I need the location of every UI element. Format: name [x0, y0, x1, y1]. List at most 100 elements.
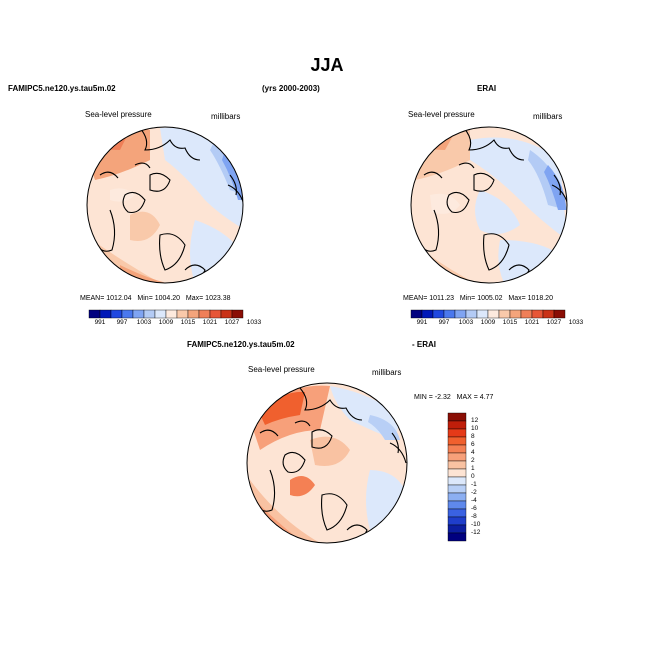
obs-colorbar-cell	[465, 309, 478, 319]
model-max-label: Max=	[185, 295, 204, 302]
obs-colorbar-label: 991	[416, 319, 428, 326]
obs-colorbar-cell	[542, 309, 555, 319]
diff-colorbar-cell	[447, 492, 467, 502]
model-colorbar-label: 1027	[224, 319, 240, 326]
model-colorbar-cell	[143, 309, 156, 319]
diff-colorbar-cell	[447, 500, 467, 510]
model-colorbar-label: 1021	[202, 319, 218, 326]
model-colorbar-label: 997	[116, 319, 128, 326]
obs-colorbar-label: 1015	[502, 319, 518, 326]
obs-map	[410, 126, 568, 284]
diff-colorbar-label: 2	[471, 457, 475, 464]
obs-colorbar-label: 1021	[524, 319, 540, 326]
diff-colorbar-cell	[447, 508, 467, 518]
diff-colorbar-label: -4	[471, 497, 477, 504]
model-colorbar-label: 1003	[136, 319, 152, 326]
diff-colorbar-cell	[447, 468, 467, 478]
obs-colorbar	[410, 309, 566, 319]
model-colorbar-cell	[99, 309, 112, 319]
obs-colorbar-cell	[476, 309, 489, 319]
diff-colorbar-cell	[447, 444, 467, 454]
diff-colorbar-label: -1	[471, 481, 477, 488]
diff-colorbar-label: 10	[471, 425, 479, 432]
obs-colorbar-cell	[487, 309, 500, 319]
obs-colorbar-label: 1009	[480, 319, 496, 326]
model-colorbar	[88, 309, 244, 319]
obs-mean-label: MEAN=	[403, 295, 428, 302]
model-max-value: 1023.38	[205, 295, 231, 302]
obs-colorbar-label: 1033	[568, 319, 584, 326]
diff-colorbar-cell	[447, 476, 467, 486]
model-colorbar-label: 1033	[246, 319, 262, 326]
diff-colorbar-label: 4	[471, 449, 475, 456]
diff-field-label: Sea-level pressure	[248, 365, 315, 374]
model-mean-label: MEAN=	[80, 295, 105, 302]
diff-colorbar-cell	[447, 436, 467, 446]
model-colorbar-label: 1015	[180, 319, 196, 326]
model-colorbar-cell	[165, 309, 178, 319]
diff-colorbar-cell	[447, 412, 467, 422]
diff-colorbar-label: -10	[471, 521, 481, 528]
diff-colorbar-cell	[447, 420, 467, 430]
diff-title-obs: - ERAI	[412, 340, 436, 349]
diff-colorbar-label: -2	[471, 489, 477, 496]
model-colorbar-cell	[121, 309, 134, 319]
diff-colorbar-label: 6	[471, 441, 475, 448]
model-colorbar-cell	[231, 309, 244, 319]
model-mean-value: 1012.04	[106, 295, 132, 302]
obs-colorbar-cell	[443, 309, 456, 319]
diff-min-label: MIN =	[414, 394, 433, 401]
diff-units-label: millibars	[372, 368, 402, 377]
diff-colorbar-label: -12	[471, 529, 481, 536]
main-title: JJA	[310, 55, 344, 75]
model-colorbar-cell	[187, 309, 200, 319]
model-colorbar-cell	[176, 309, 189, 319]
header-obs-name: ERAI	[477, 84, 497, 93]
obs-colorbar-cell	[553, 309, 566, 319]
header-years: (yrs 2000-2003)	[262, 84, 320, 93]
model-colorbar-label: 991	[94, 319, 106, 326]
diff-colorbar-label: -6	[471, 505, 477, 512]
obs-colorbar-cell	[531, 309, 544, 319]
model-field-label: Sea-level pressure	[85, 110, 152, 119]
header-model-name: FAMIPC5.ne120.ys.tau5m.02	[8, 84, 116, 93]
diff-colorbar-cell	[447, 452, 467, 462]
diff-min-value: -2.32	[434, 394, 451, 401]
diff-colorbar-cell	[447, 460, 467, 470]
obs-max-value: 1018.20	[527, 295, 553, 302]
obs-min-value: 1005.02	[477, 295, 503, 302]
diff-colorbar-label: 12	[471, 417, 479, 424]
model-colorbar-label: 1009	[158, 319, 174, 326]
obs-colorbar-cell	[432, 309, 445, 319]
obs-colorbar-cell	[410, 309, 423, 319]
diff-colorbar-cell	[447, 484, 467, 494]
obs-colorbar-label: 997	[438, 319, 450, 326]
model-units-label: millibars	[211, 112, 241, 121]
obs-mean-value: 1011.23	[429, 295, 455, 302]
diff-max-label: MAX =	[456, 394, 478, 401]
diff-colorbar-cell	[447, 428, 467, 438]
diff-title-model: FAMIPC5.ne120.ys.tau5m.02	[187, 340, 295, 349]
diff-stats: MIN = -2.32 MAX = 4.77	[414, 394, 493, 401]
obs-colorbar-label: 1027	[546, 319, 562, 326]
obs-colorbar-cell	[454, 309, 467, 319]
model-stats: MEAN= 1012.04 Min= 1004.20 Max= 1023.38	[80, 295, 230, 302]
obs-max-label: Max=	[508, 295, 526, 302]
model-colorbar-cell	[198, 309, 211, 319]
obs-units-label: millibars	[533, 112, 563, 121]
model-map	[86, 126, 244, 284]
diff-colorbar-cell	[447, 524, 467, 534]
model-colorbar-cell	[132, 309, 145, 319]
model-colorbar-cell	[220, 309, 233, 319]
model-colorbar-cell	[209, 309, 222, 319]
obs-colorbar-cell	[509, 309, 522, 319]
diff-colorbar	[447, 412, 467, 542]
diff-colorbar-label: 8	[471, 433, 475, 440]
model-colorbar-cell	[154, 309, 167, 319]
obs-colorbar-label: 1003	[458, 319, 474, 326]
obs-stats: MEAN= 1011.23 Min= 1005.02 Max= 1018.20	[403, 295, 553, 302]
diff-colorbar-cell	[447, 532, 467, 542]
obs-colorbar-cell	[520, 309, 533, 319]
model-min-value: 1004.20	[154, 295, 181, 302]
